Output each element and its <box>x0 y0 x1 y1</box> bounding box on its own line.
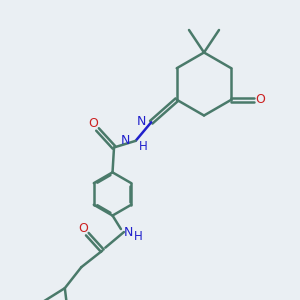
Text: H: H <box>139 140 147 153</box>
Text: N: N <box>124 226 133 238</box>
Text: H: H <box>134 230 142 243</box>
Text: O: O <box>88 117 98 130</box>
Text: O: O <box>255 93 265 106</box>
Text: N: N <box>136 115 146 128</box>
Text: N: N <box>121 134 130 147</box>
Text: O: O <box>78 222 88 235</box>
